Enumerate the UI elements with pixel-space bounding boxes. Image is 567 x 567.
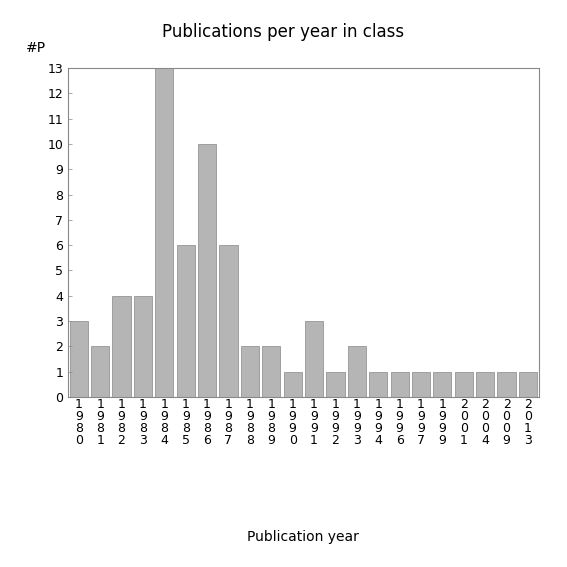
Bar [70, 321, 88, 397]
Bar [327, 371, 345, 397]
Bar [262, 346, 280, 397]
Bar [155, 68, 174, 397]
Bar [497, 371, 515, 397]
Bar [305, 321, 323, 397]
Bar [176, 245, 195, 397]
Bar [519, 371, 537, 397]
Bar [219, 245, 238, 397]
Bar [369, 371, 387, 397]
Bar [455, 371, 473, 397]
Bar [284, 371, 302, 397]
Bar [134, 296, 152, 397]
Bar [476, 371, 494, 397]
Text: Publication year: Publication year [247, 530, 359, 544]
Text: Publications per year in class: Publications per year in class [162, 23, 405, 41]
Bar [348, 346, 366, 397]
Bar [412, 371, 430, 397]
Bar [112, 296, 130, 397]
Bar [391, 371, 409, 397]
Bar [198, 144, 216, 397]
Bar [241, 346, 259, 397]
Text: #P: #P [26, 41, 46, 55]
Bar [433, 371, 451, 397]
Bar [91, 346, 109, 397]
